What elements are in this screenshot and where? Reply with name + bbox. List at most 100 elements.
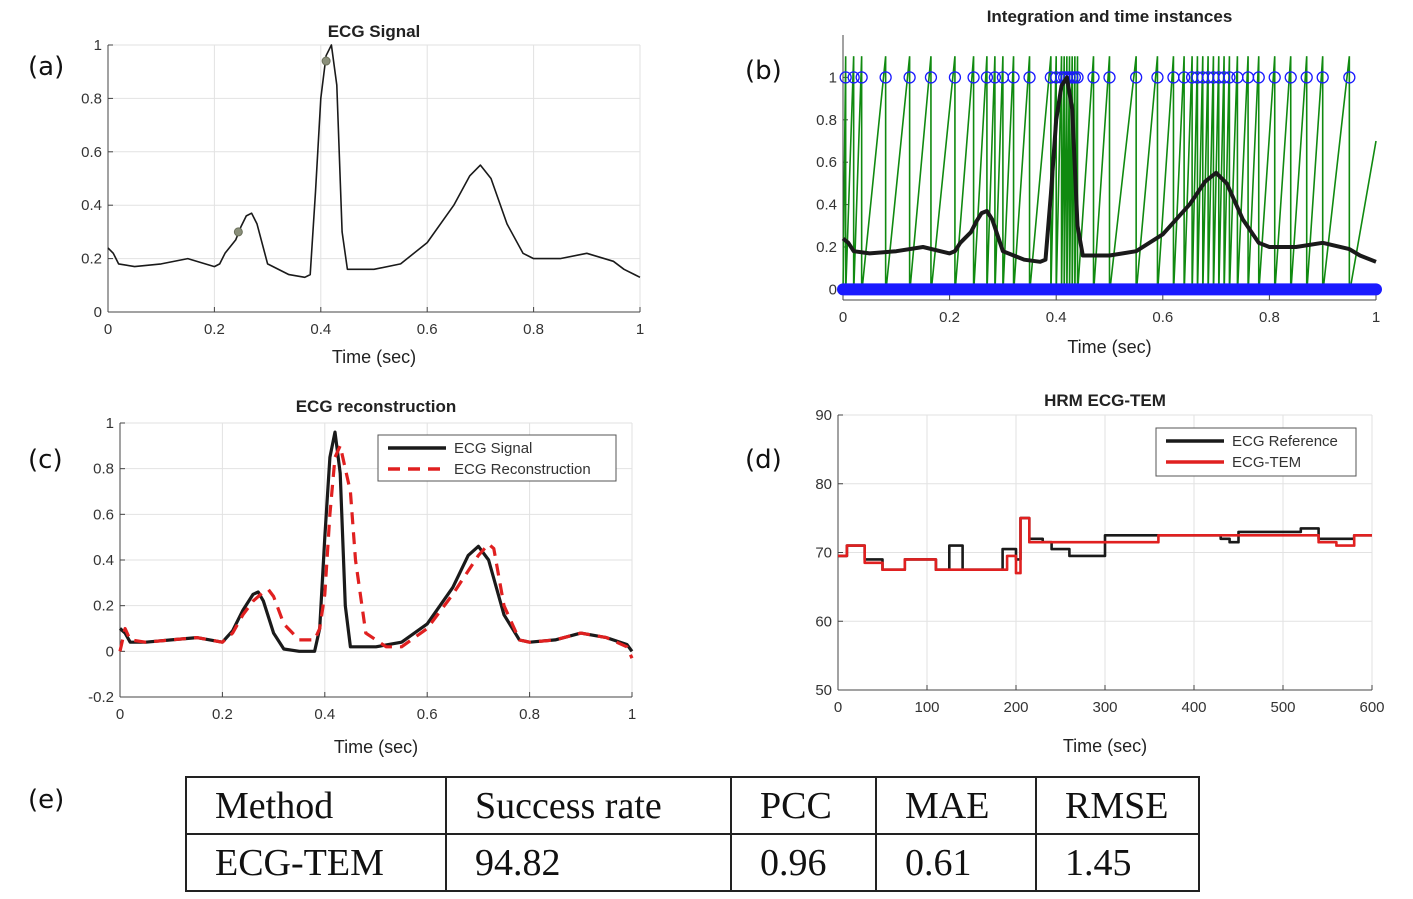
time-instance-marker (1130, 71, 1143, 84)
legend-entry: ECG-TEM (1232, 454, 1301, 471)
table-header-cell: RMSE (1035, 776, 1200, 835)
table-cell: ECG-TEM (185, 833, 447, 892)
table-row: ECG-TEM 94.82 0.96 0.61 1.45 (185, 833, 1200, 892)
x-tick-label: 0.2 (939, 309, 960, 326)
x-tick-label: 0.6 (1152, 309, 1173, 326)
x-tick-label: 0.2 (204, 321, 225, 338)
time-instance-marker (924, 71, 938, 84)
table-header-cell: Method (185, 776, 447, 835)
y-tick-label: 0.6 (81, 144, 102, 161)
x-axis-label: Time (sec) (334, 737, 418, 757)
x-tick-label: 0.8 (1259, 309, 1280, 326)
table-header-cell: MAE (875, 776, 1037, 835)
time-instance-marker (1151, 71, 1164, 84)
x-tick-label: 0.4 (310, 321, 331, 338)
y-tick-label: -0.2 (88, 689, 114, 706)
time-instance-marker (1252, 71, 1265, 84)
y-tick-label: 0 (829, 281, 837, 298)
time-instance-marker (1103, 71, 1116, 84)
legend-entry: ECG Reconstruction (454, 461, 591, 478)
x-tick-label: 0.8 (519, 706, 540, 723)
y-tick-label: 0.2 (81, 251, 102, 268)
time-instance-marker (847, 71, 860, 84)
y-tick-label: 0.4 (816, 197, 837, 214)
integrator-sawtooth (842, 56, 1377, 294)
x-tick-label: 0.4 (314, 706, 335, 723)
legend-box (1155, 427, 1357, 477)
legend-entry: ECG Reference (1232, 433, 1338, 450)
x-tick-label: 300 (1092, 699, 1117, 716)
time-instance-marker (1071, 71, 1084, 84)
series-line-ecg-signal (107, 44, 641, 279)
time-instance-marker (839, 71, 852, 84)
chart-title: ECG reconstruction (296, 397, 457, 416)
y-tick-label: 70 (815, 545, 832, 562)
y-tick-label: 0.6 (93, 506, 114, 523)
y-tick-label: 1 (829, 69, 837, 86)
table-cell: 0.61 (875, 833, 1037, 892)
y-tick-label: 0.8 (81, 90, 102, 107)
time-instance-marker (1007, 71, 1020, 84)
x-tick-label: 0 (116, 706, 124, 723)
time-instance-marker (1087, 71, 1100, 84)
y-tick-label: 60 (815, 613, 832, 630)
y-tick-label: 0.2 (93, 598, 114, 615)
series-line-ecg (841, 75, 1377, 264)
chart-a-group (107, 44, 641, 313)
x-tick-label: 1 (1372, 309, 1380, 326)
legend-box (377, 434, 617, 482)
time-instance-marker (1343, 71, 1356, 84)
time-instance-marker (967, 71, 980, 84)
y-tick-label: 1 (106, 415, 114, 432)
table-cell: 0.96 (730, 833, 877, 892)
time-instance-marker (903, 71, 916, 84)
time-instance-marker (988, 71, 1002, 84)
time-instance-marker (1217, 71, 1231, 84)
chart-title: ECG Signal (328, 22, 421, 41)
panel-label-c: (c) (28, 445, 63, 475)
x-tick-label: 0.2 (212, 706, 233, 723)
x-tick-label: 0.8 (523, 321, 544, 338)
time-instance-marker (879, 71, 892, 84)
x-tick-label: 0 (839, 309, 847, 326)
time-instance-marker (855, 71, 868, 84)
y-tick-label: 0 (106, 643, 114, 660)
y-tick-label: 0.4 (81, 197, 102, 214)
chart-b-group (837, 35, 1382, 301)
x-axis-label: Time (sec) (1063, 736, 1147, 756)
chart-title: Integration and time instances (987, 7, 1233, 26)
x-tick-label: 1 (628, 706, 636, 723)
x-axis-label: Time (sec) (1067, 337, 1151, 357)
y-tick-label: 0.8 (93, 461, 114, 478)
chart-d-group (837, 414, 1373, 691)
metrics-table: Method Success rate PCC MAE RMSE ECG-TEM… (185, 776, 1200, 892)
x-tick-label: 1 (636, 321, 644, 338)
table-header-row: Method Success rate PCC MAE RMSE (185, 776, 1200, 835)
panel-label-b: (b) (745, 56, 782, 86)
x-tick-label: 0.6 (417, 321, 438, 338)
x-tick-label: 400 (1181, 699, 1206, 716)
series-line-ecg-reconstruction (118, 444, 634, 659)
time-instance-marker (1223, 71, 1236, 84)
x-tick-label: 0.6 (417, 706, 438, 723)
time-instance-marker (1316, 71, 1329, 84)
data-point-marker (233, 227, 243, 237)
time-instance-marker (980, 71, 994, 84)
time-instance-marker (1284, 71, 1297, 84)
x-tick-label: 500 (1270, 699, 1295, 716)
x-tick-label: 100 (914, 699, 939, 716)
y-tick-label: 0.6 (816, 154, 837, 171)
table-cell: 1.45 (1035, 833, 1200, 892)
time-instance-marker (1023, 71, 1036, 84)
y-tick-label: 0 (94, 304, 102, 321)
chart-c-group (118, 422, 634, 698)
data-point-marker (321, 56, 331, 66)
x-tick-label: 0.4 (1046, 309, 1067, 326)
chart-title: HRM ECG-TEM (1044, 391, 1166, 410)
x-tick-label: 600 (1359, 699, 1384, 716)
time-instance-marker (1268, 71, 1281, 84)
time-instance-marker (1300, 71, 1313, 84)
table-cell: 94.82 (445, 833, 732, 892)
y-tick-label: 0.4 (93, 552, 114, 569)
